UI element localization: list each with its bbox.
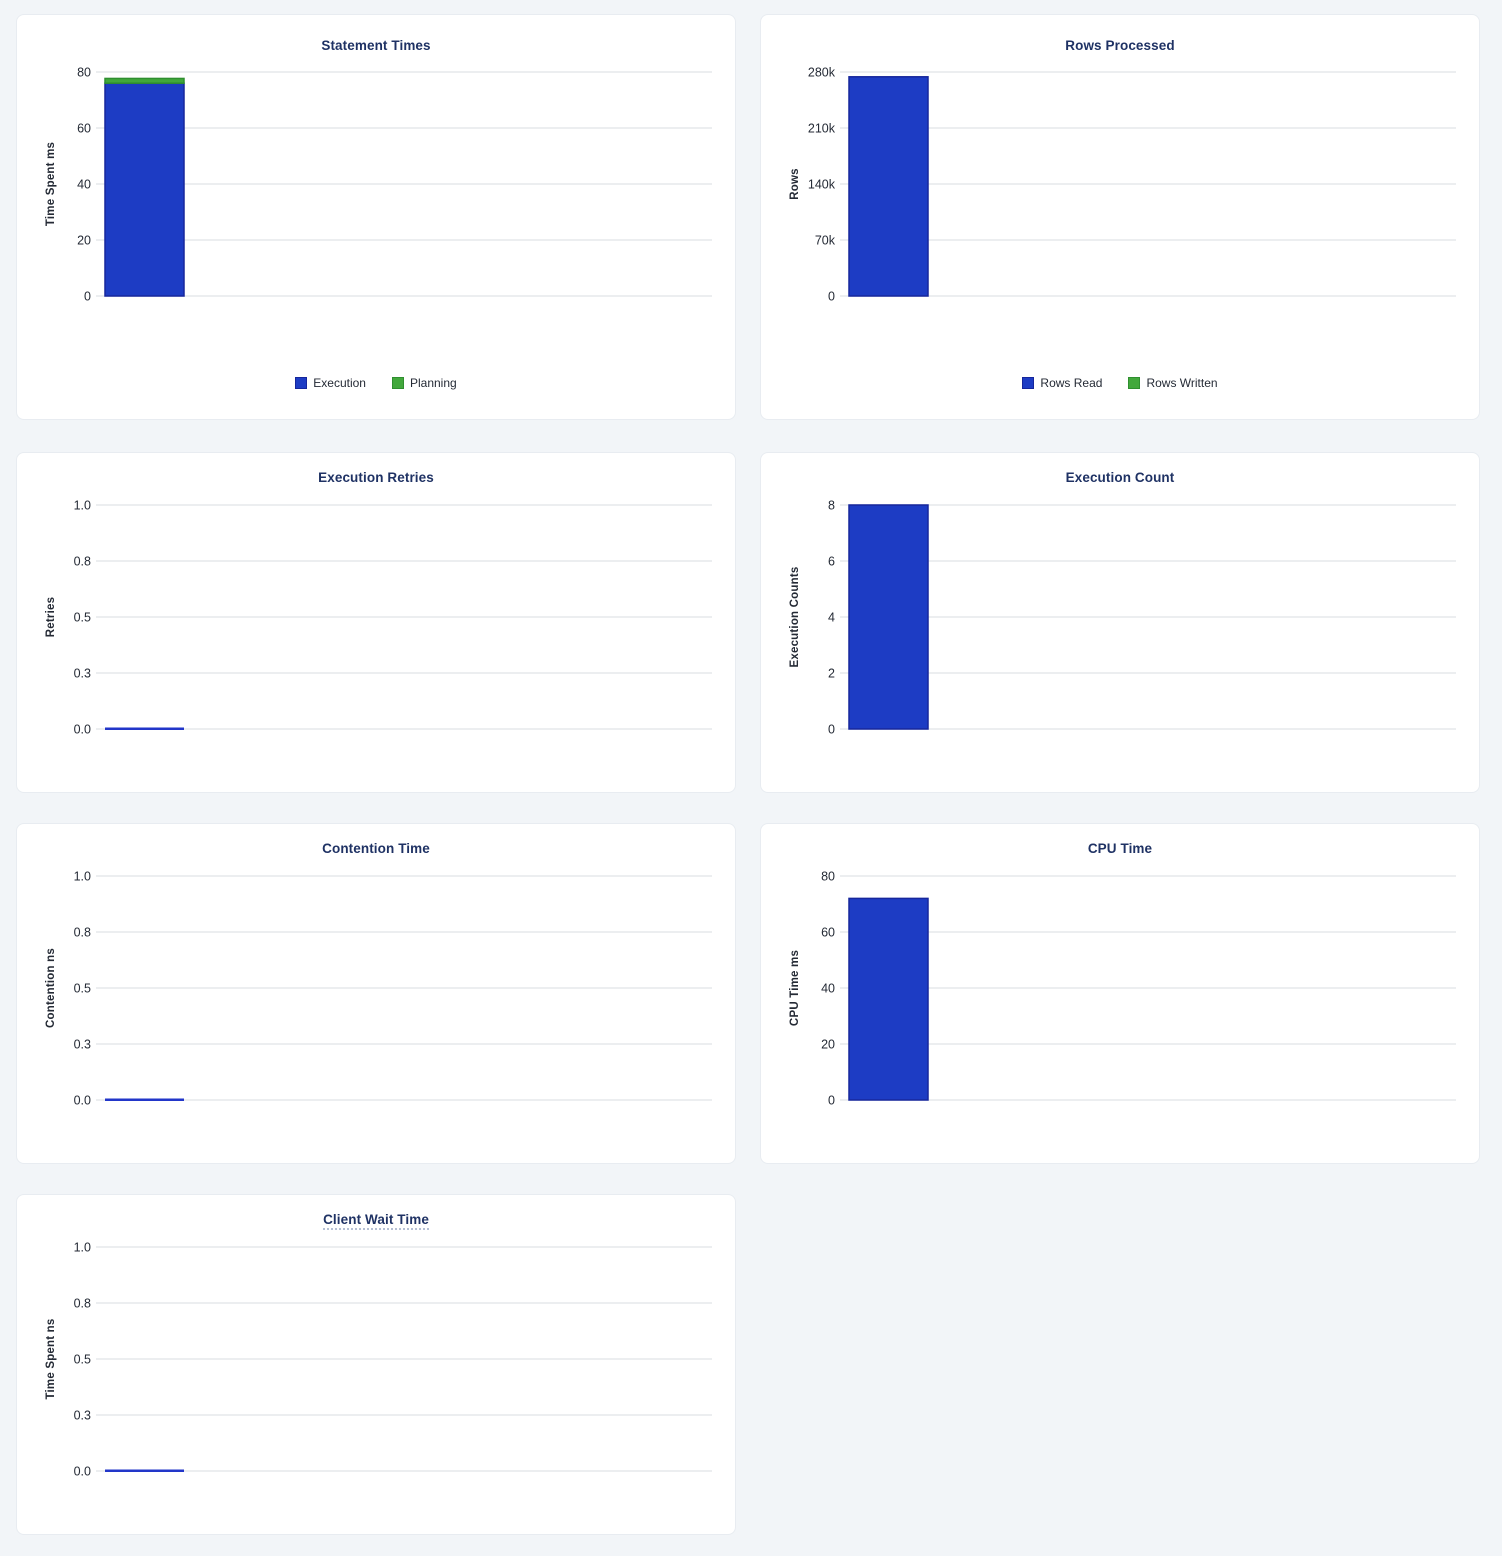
chart-title-text: Rows Processed	[1065, 38, 1175, 53]
legend-color-swatch	[1128, 377, 1141, 389]
chart-row-1: 0 20 40 60 80 Statement Times Time Spent ms …	[16, 14, 1502, 420]
y-tick-label: 80	[821, 870, 835, 884]
chart-title-text: Statement Times	[321, 38, 431, 53]
chart-title-execution-count: Execution Count	[761, 470, 1479, 485]
legend-item-execution: Execution	[295, 376, 366, 390]
chart-title-execution-retries: Execution Retries	[17, 470, 735, 485]
contention-time-chart: 0.0 0.3 0.5 0.8 1.0	[74, 870, 712, 1108]
chart-legend: Rows Read Rows Written	[761, 376, 1479, 390]
y-tick-label: 210k	[808, 122, 836, 136]
chart-panel-client-wait-time: 0.0 0.3 0.5 0.8 1.0 Client Wait Time Time Sp…	[16, 1194, 736, 1535]
legend-label: Planning	[409, 376, 457, 390]
y-tick-label: 60	[821, 926, 835, 940]
chart-row-4: 0.0 0.3 0.5 0.8 1.0 Client Wait Time Time Sp…	[16, 1194, 1502, 1535]
y-tick-label: 0.3	[74, 1409, 91, 1423]
y-tick-label: 140k	[808, 178, 836, 192]
legend-label: Rows Written	[1146, 376, 1218, 390]
y-tick-label: 70k	[815, 234, 836, 248]
y-axis-label: Contention ns	[45, 948, 57, 1028]
y-tick-label: 0	[84, 290, 91, 304]
y-tick-label: 0.0	[74, 1465, 91, 1479]
bar-segment-planning	[104, 77, 185, 84]
y-tick-label: 40	[77, 178, 91, 192]
y-tick-label: 1.0	[74, 1241, 91, 1255]
y-axis-label: Retries	[45, 596, 57, 638]
y-tick-label: 280k	[808, 66, 836, 80]
legend-item-planning: Planning	[391, 376, 457, 390]
y-tick-label: 0.0	[74, 723, 91, 737]
chart-panel-execution-count: 0 2 4 6 8 Execution Count Execution Counts	[760, 452, 1480, 793]
client-wait-time-chart: 0.0 0.3 0.5 0.8 1.0	[74, 1241, 712, 1479]
execution-count-chart: 0 2 4 6 8	[828, 499, 1456, 737]
legend-color-swatch	[391, 377, 404, 389]
y-axis-label: Execution Counts	[789, 566, 801, 668]
chart-panel-cpu-time: 0 20 40 60 80 CPU Time CPU Time ms	[760, 823, 1480, 1164]
chart-title-rows-processed: Rows Processed	[761, 38, 1479, 53]
zero-value-bar	[105, 1469, 184, 1472]
legend-color-swatch	[1022, 377, 1035, 389]
zero-value-bar	[105, 727, 184, 730]
chart-title-contention-time: Contention Time	[17, 841, 735, 856]
y-tick-label: 0.8	[74, 926, 91, 940]
y-tick-label: 6	[828, 555, 835, 569]
legend-item-rows-read: Rows Read	[1022, 376, 1102, 390]
y-tick-label: 4	[828, 611, 835, 625]
chart-title-text: Execution Retries	[318, 470, 434, 485]
y-axis-label: Time Spent ns	[45, 1318, 57, 1400]
chart-title-tooltip-trigger[interactable]: Client Wait Time	[323, 1212, 429, 1230]
chart-title-client-wait-time: Client Wait Time	[17, 1212, 735, 1230]
chart-panel-rows-processed: 0 70k 140k 210k 280k Rows Processed Rows Row…	[760, 14, 1480, 420]
chart-panel-statement-times: 0 20 40 60 80 Statement Times Time Spent ms …	[16, 14, 736, 420]
y-tick-label: 0.3	[74, 1038, 91, 1052]
chart-title-text: CPU Time	[1087, 841, 1153, 856]
y-axis-label: CPU Time ms	[789, 949, 801, 1027]
y-tick-label: 2	[828, 667, 835, 681]
legend-item-rows-written: Rows Written	[1128, 376, 1218, 390]
statement-times-chart: 0 20 40 60 80	[77, 66, 712, 304]
y-tick-label: 60	[77, 122, 91, 136]
bar-segment-cpu-time	[848, 897, 929, 1101]
zero-value-bar	[105, 1098, 184, 1101]
chart-title-cpu-time: CPU Time	[761, 841, 1479, 856]
y-tick-label: 0	[828, 723, 835, 737]
y-tick-label: 80	[77, 66, 91, 80]
bar-segment-rows-read	[848, 76, 929, 297]
chart-panel-contention-time: 0.0 0.3 0.5 0.8 1.0 Contention Time Contenti…	[16, 823, 736, 1164]
bar-segment-execution	[104, 82, 185, 297]
y-tick-label: 0.0	[74, 1094, 91, 1108]
chart-title-text: Execution Count	[1065, 470, 1175, 485]
y-tick-label: 0.5	[74, 611, 91, 625]
y-tick-label: 1.0	[74, 870, 91, 884]
y-tick-label: 0.8	[74, 555, 91, 569]
chart-legend: Execution Planning	[17, 376, 735, 390]
y-tick-label: 20	[821, 1038, 835, 1052]
chart-title-text: Contention Time	[322, 841, 430, 856]
y-tick-label: 0.3	[74, 667, 91, 681]
y-tick-label: 0	[828, 290, 835, 304]
y-axis-label: Rows	[789, 168, 801, 200]
y-tick-label: 8	[828, 499, 835, 513]
y-tick-label: 0.5	[74, 982, 91, 996]
bar-segment-execution-count	[848, 504, 929, 730]
cpu-time-chart: 0 20 40 60 80	[821, 870, 1456, 1108]
y-tick-label: 0	[828, 1094, 835, 1108]
y-tick-label: 0.5	[74, 1353, 91, 1367]
y-tick-label: 1.0	[74, 499, 91, 513]
chart-row-2: 0.0 0.3 0.5 0.8 1.0 Execution Retries Retrie…	[16, 452, 1502, 793]
chart-panel-execution-retries: 0.0 0.3 0.5 0.8 1.0 Execution Retries Retrie…	[16, 452, 736, 793]
y-tick-label: 0.8	[74, 1297, 91, 1311]
execution-retries-chart: 0.0 0.3 0.5 0.8 1.0	[74, 499, 712, 737]
legend-label: Execution	[313, 376, 366, 390]
y-tick-label: 20	[77, 234, 91, 248]
legend-label: Rows Read	[1040, 376, 1103, 390]
rows-processed-chart: 0 70k 140k 210k 280k	[808, 66, 1456, 304]
y-tick-label: 40	[821, 982, 835, 996]
chart-row-3: 0.0 0.3 0.5 0.8 1.0 Contention Time Contenti…	[16, 823, 1502, 1164]
legend-color-swatch	[295, 377, 308, 389]
chart-title-statement-times: Statement Times	[17, 38, 735, 53]
y-axis-label: Time Spent ms	[45, 141, 57, 227]
